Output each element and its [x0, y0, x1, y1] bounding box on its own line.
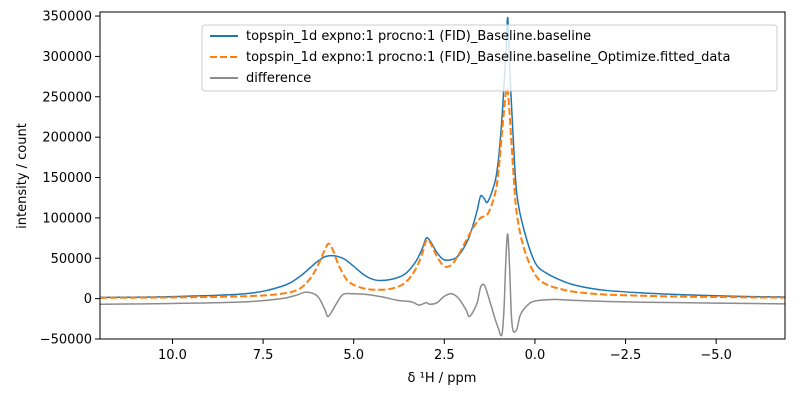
- plot-frame: [99, 11, 786, 340]
- y-axis-label: intensity / count: [15, 123, 30, 229]
- y-tick-label: 150000: [42, 171, 92, 186]
- y-tick-label: 50000: [51, 252, 92, 267]
- y-tick-label: 100000: [42, 211, 92, 226]
- y-tick-label: 0: [84, 292, 92, 307]
- y-tick-label: 250000: [42, 90, 92, 105]
- x-tick-label: −5.0: [700, 348, 732, 363]
- x-tick-label: 0.0: [525, 348, 546, 363]
- y-tick-label: −50000: [40, 333, 92, 348]
- y-tick-label: 350000: [42, 10, 92, 25]
- x-axis-ticks: 10.0 7.5 5.0 2.5 0.0 −2.5 −5.0: [158, 339, 732, 363]
- legend: topspin_1d expno:1 procno:1 (FID)_Baseli…: [201, 24, 778, 92]
- series-line-fitted: [100, 86, 785, 299]
- x-tick-label: 5.0: [343, 348, 364, 363]
- y-tick-label: 300000: [42, 50, 92, 65]
- y-tick-label: 200000: [42, 131, 92, 146]
- legend-box: [201, 24, 778, 92]
- legend-label-difference: difference: [246, 71, 311, 86]
- legend-label-fitted: topspin_1d expno:1 procno:1 (FID)_Baseli…: [246, 50, 730, 65]
- x-tick-label: 7.5: [253, 348, 274, 363]
- x-tick-label: 2.5: [434, 348, 455, 363]
- series-layer: [100, 16, 785, 337]
- y-axis-ticks: −50000 0 50000 100000 150000 200000 250000 3000…: [40, 10, 100, 348]
- legend-label-baseline: topspin_1d expno:1 procno:1 (FID)_Baseli…: [246, 29, 591, 44]
- x-tick-label: −2.5: [610, 348, 642, 363]
- x-tick-label: 10.0: [158, 348, 187, 363]
- series-line-baseline: [100, 16, 785, 299]
- series-line-difference: [100, 233, 785, 337]
- x-axis-label: δ ¹H / ppm: [408, 371, 477, 386]
